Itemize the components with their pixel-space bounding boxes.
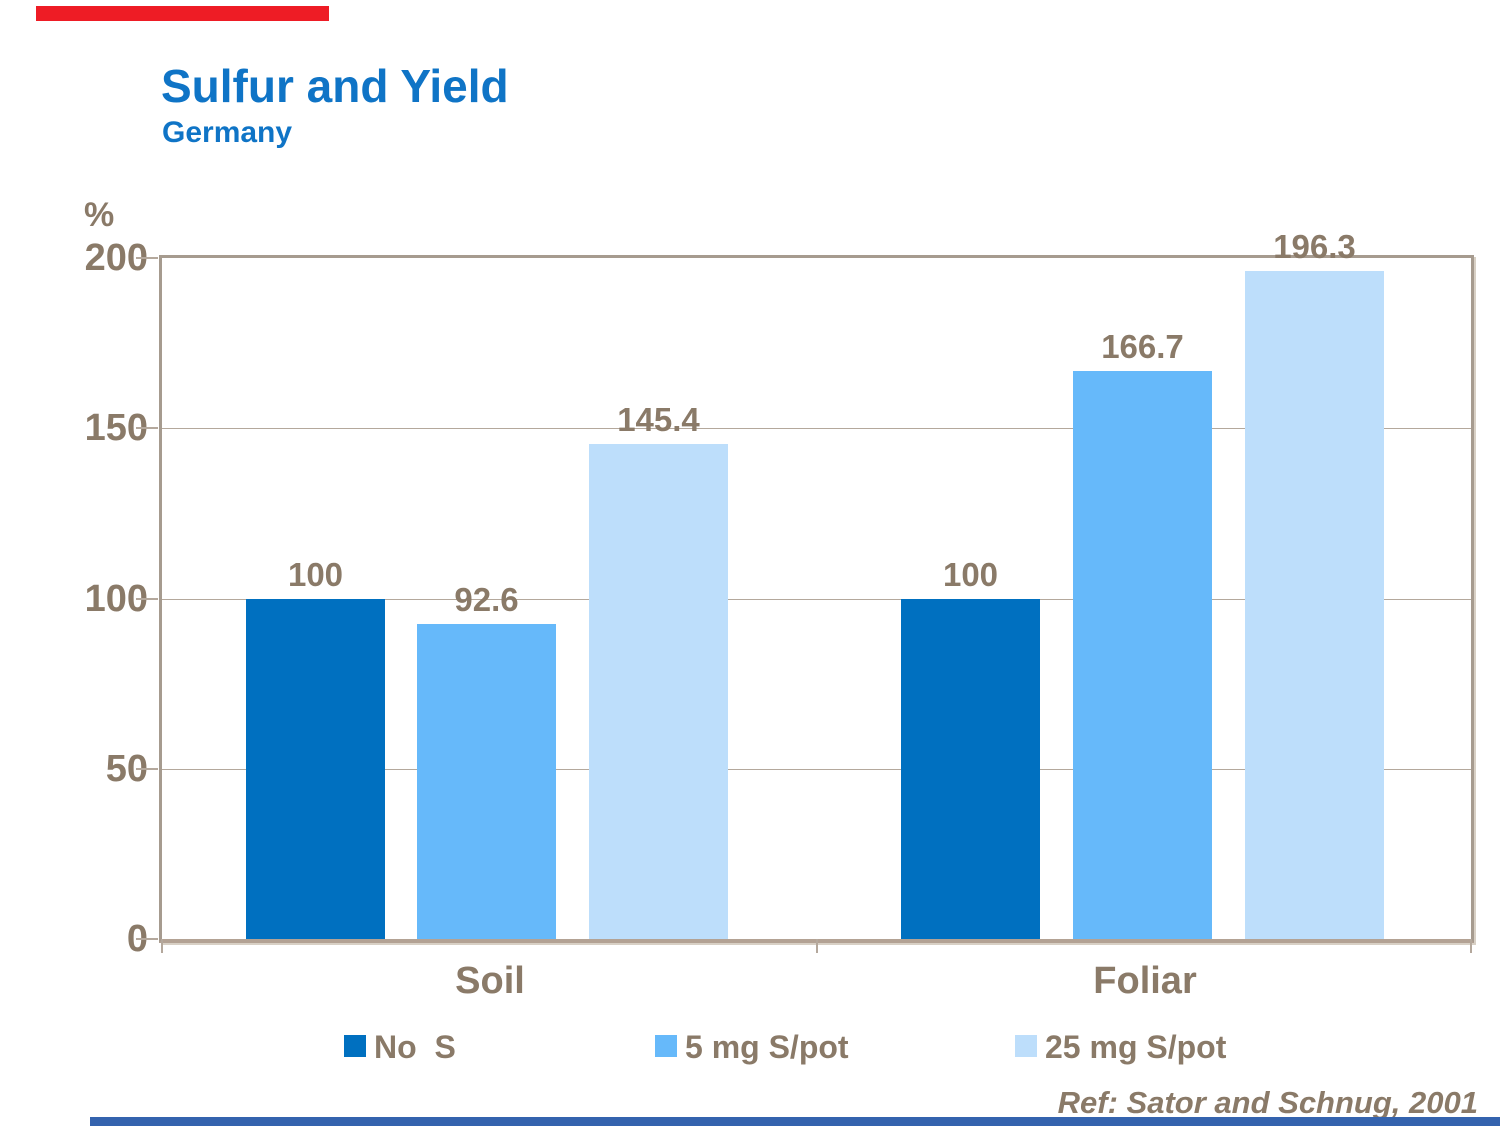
bar-value-label: 166.7 [1101,328,1184,366]
x-axis-tick [815,939,818,953]
bar-value-label: 92.6 [454,580,519,618]
bar-value-label: 100 [942,555,999,593]
y-tick-mark [136,767,158,770]
legend-swatch-no-s [344,1035,366,1057]
y-tick-label: 150 [84,407,148,450]
y-tick-mark [136,427,158,430]
y-tick-label: 0 [126,918,148,960]
y-tick-mark [136,938,158,940]
chart-subtitle: Germany [162,116,293,149]
gridline [162,598,1471,600]
bar-value-label: 145.4 [617,400,700,438]
legend-label: 25 mg S/pot [1045,1029,1227,1065]
bar-foliar-25-mg-s-pot [1245,270,1384,939]
chart-title: Sulfur and Yield [161,60,509,112]
top-accent-bar [36,6,329,21]
bar-soil-25-mg-s-pot [589,443,728,939]
legend-label: No S [374,1029,456,1065]
y-tick-label: 100 [84,577,148,620]
y-tick-label: 50 [105,747,148,790]
y-axis-unit-label: % [84,196,115,234]
bar-foliar-no-s [901,598,1040,939]
y-tick-mark [136,257,158,259]
legend-swatch-5-mg-s-pot [655,1035,677,1057]
plot-inner [162,258,1471,939]
bar-foliar-5-mg-s-pot [1073,371,1212,939]
y-tick-mark [136,597,158,600]
x-axis-tick [1470,939,1472,953]
category-label-soil: Soil [455,960,525,1002]
reference-text: Ref: Sator and Schnug, 2001 [1057,1085,1478,1120]
bar-value-label: 196.3 [1273,227,1356,265]
x-axis-tick [161,939,163,953]
gridline [162,768,1471,770]
bar-soil-no-s [246,598,385,939]
gridline [162,428,1471,430]
category-label-foliar: Foliar [1093,960,1197,1002]
bar-soil-5-mg-s-pot [417,623,556,939]
legend-swatch-25-mg-s-pot [1015,1035,1037,1057]
plot-area [159,255,1474,943]
y-tick-label: 200 [84,237,148,279]
bar-value-label: 100 [287,555,344,593]
bottom-accent-bar [90,1117,1500,1126]
legend-label: 5 mg S/pot [685,1029,849,1065]
